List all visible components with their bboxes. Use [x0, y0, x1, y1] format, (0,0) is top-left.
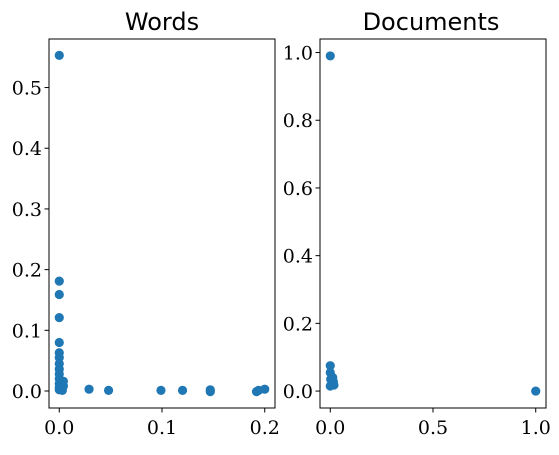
- data-point: [156, 385, 166, 395]
- data-point: [325, 51, 335, 61]
- panel-documents: Documents 0.0 0.5 1.0 0.0 0.2 0.4 0.6 0.8 1.0: [283, 8, 551, 439]
- axes-frame: [319, 38, 547, 409]
- y-tick-label: 0.0: [12, 381, 42, 403]
- panel-title-words: Words: [125, 8, 199, 36]
- plot-area-words: 0.0 0.1 0.2 0.0 0.1 0.2 0.3 0.4 0.5: [12, 38, 280, 439]
- y-tick-label: 0.4: [12, 138, 42, 160]
- y-tick-label: 1.0: [283, 43, 313, 65]
- data-point: [260, 384, 270, 394]
- y-tick-label: 0.0: [283, 381, 313, 403]
- y-tick-label: 0.8: [283, 110, 313, 132]
- x-tick-label: 0.0: [44, 417, 74, 439]
- x-tick-label: 1.0: [521, 417, 551, 439]
- y-tick-label: 0.1: [12, 320, 42, 342]
- data-point: [325, 361, 335, 371]
- panel-words: Words 0.0 0.1 0.2 0.0 0.1 0.2 0.3 0.4 0.5: [12, 8, 280, 439]
- x-tick-label: 0.0: [315, 417, 345, 439]
- x-tick-label: 0.5: [418, 417, 448, 439]
- y-tick-label: 0.5: [12, 78, 42, 100]
- data-point: [177, 385, 188, 395]
- x-tick-label: 0.2: [250, 417, 280, 439]
- y-tick-label: 0.4: [283, 246, 313, 268]
- data-point: [54, 50, 64, 60]
- data-point: [54, 312, 64, 323]
- panel-title-documents: Documents: [363, 8, 500, 36]
- data-point: [57, 385, 67, 395]
- data-point: [531, 386, 541, 396]
- data-point: [84, 384, 94, 394]
- y-tick-label: 0.3: [12, 199, 42, 221]
- y-tick-label: 0.2: [283, 313, 313, 335]
- data-point: [325, 381, 335, 391]
- x-tick-label: 0.1: [147, 417, 177, 439]
- data-point: [103, 385, 114, 395]
- data-point: [54, 289, 64, 300]
- data-point: [205, 387, 215, 397]
- data-point: [54, 337, 64, 348]
- y-tick-label: 0.2: [12, 260, 42, 282]
- y-tick-label: 0.6: [283, 178, 313, 200]
- data-point: [54, 276, 64, 286]
- plot-area-documents: 0.0 0.5 1.0 0.0 0.2 0.4 0.6 0.8 1.0: [283, 38, 551, 439]
- axes-frame: [48, 38, 276, 409]
